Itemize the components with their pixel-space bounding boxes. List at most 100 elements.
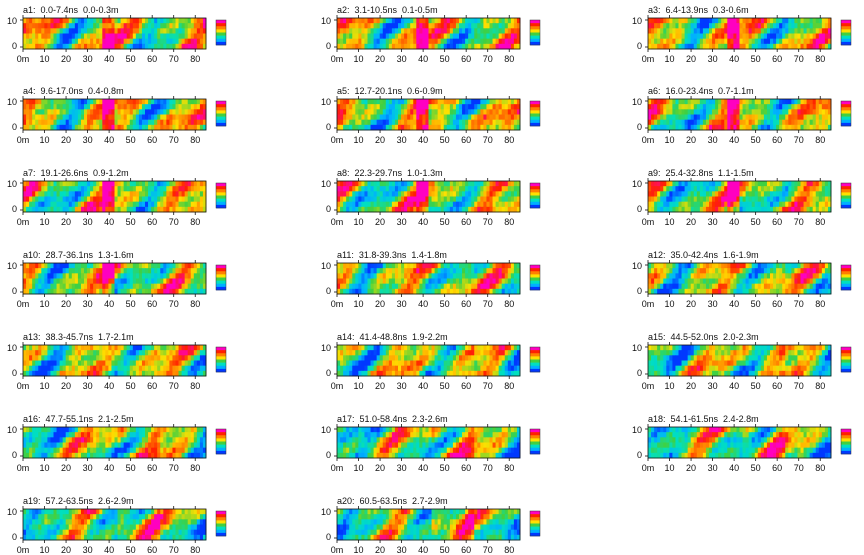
heatmap-cell bbox=[824, 119, 829, 126]
heatmap-cell bbox=[154, 33, 158, 40]
heatmap-cell bbox=[440, 124, 445, 131]
heatmap-cell bbox=[367, 28, 371, 34]
heatmap-cell bbox=[465, 99, 469, 105]
heatmap-cell bbox=[44, 119, 48, 126]
plot-frame bbox=[336, 180, 521, 213]
heatmap-cell bbox=[663, 18, 667, 24]
heatmap-cell bbox=[507, 28, 512, 34]
heatmap-cell bbox=[62, 350, 67, 356]
heatmap-cell bbox=[163, 345, 167, 351]
heatmap-cell bbox=[455, 119, 460, 126]
heatmap-cell bbox=[68, 33, 73, 40]
heatmap-cell bbox=[410, 109, 414, 115]
heatmap-cell bbox=[648, 28, 652, 34]
heatmap-cell bbox=[59, 38, 64, 45]
heatmap-cell bbox=[684, 273, 689, 279]
heatmap-cell bbox=[507, 186, 512, 192]
heatmap-cell bbox=[196, 263, 201, 269]
heatmap-cell bbox=[132, 201, 137, 208]
heatmap-cell bbox=[382, 283, 387, 290]
heatmap-cell bbox=[419, 288, 423, 295]
heatmap-cell bbox=[660, 28, 664, 34]
heatmap-cell bbox=[657, 43, 661, 50]
colorbar-swatch bbox=[530, 35, 540, 40]
heatmap-cell bbox=[129, 206, 134, 213]
heatmap-cell bbox=[181, 181, 186, 187]
heatmap-cell bbox=[721, 196, 725, 203]
heatmap-cell bbox=[199, 283, 204, 290]
heatmap-cell bbox=[507, 278, 512, 285]
heatmap-cell bbox=[742, 268, 746, 274]
heatmap-cell bbox=[501, 181, 506, 187]
heatmap-cell bbox=[93, 196, 97, 203]
heatmap-cell bbox=[513, 33, 518, 40]
heatmap-cell bbox=[672, 268, 676, 274]
heatmap-cell bbox=[370, 196, 374, 203]
heatmap-cell bbox=[364, 263, 368, 269]
heatmap-cell bbox=[812, 28, 817, 34]
colorbar-swatch bbox=[216, 110, 226, 114]
heatmap-cell bbox=[440, 23, 445, 29]
heatmap-cell bbox=[797, 268, 801, 274]
heatmap-cell bbox=[431, 99, 435, 105]
heatmap-cell bbox=[797, 99, 801, 105]
heatmap-cell bbox=[766, 23, 771, 29]
heatmap-cell bbox=[410, 288, 414, 295]
heatmap-cell bbox=[718, 206, 722, 213]
heatmap-cell bbox=[120, 99, 125, 105]
heatmap-cell bbox=[151, 104, 155, 110]
heatmap-cell bbox=[398, 288, 402, 295]
heatmap-cell bbox=[352, 283, 356, 290]
heatmap-cell bbox=[727, 206, 731, 213]
heatmap-cell bbox=[355, 206, 359, 213]
heatmap-cell bbox=[352, 196, 356, 203]
heatmap-cell bbox=[41, 23, 45, 29]
heatmap-cell bbox=[59, 345, 64, 351]
heatmap-cell bbox=[376, 99, 381, 105]
heatmap-cell bbox=[468, 273, 472, 279]
heatmap-cell bbox=[766, 124, 771, 131]
heatmap-cell bbox=[202, 181, 207, 187]
heatmap-cell bbox=[87, 263, 91, 269]
heatmap-cell bbox=[815, 18, 820, 24]
heatmap-cell bbox=[452, 109, 457, 115]
heatmap-cell bbox=[751, 191, 756, 197]
heatmap-cell bbox=[770, 99, 774, 105]
heatmap-cell bbox=[413, 206, 417, 213]
heatmap-cell bbox=[370, 119, 374, 126]
heatmap-cell bbox=[84, 186, 88, 192]
heatmap-cell bbox=[44, 18, 48, 24]
heatmap-cell bbox=[382, 263, 387, 269]
heatmap-cell bbox=[74, 206, 79, 213]
heatmap-cell bbox=[99, 288, 103, 295]
heatmap-cell bbox=[364, 186, 368, 192]
heatmap-cell bbox=[733, 181, 737, 187]
heatmap-cell bbox=[763, 283, 768, 290]
heatmap-cell bbox=[501, 196, 506, 203]
heatmap-cell bbox=[812, 283, 817, 290]
heatmap-cell bbox=[105, 273, 109, 279]
heatmap-cell bbox=[141, 268, 146, 274]
heatmap-cell bbox=[187, 186, 192, 192]
heatmap-cell bbox=[62, 38, 67, 45]
x-tick-label: 70 bbox=[794, 54, 804, 64]
heatmap-cell bbox=[151, 186, 155, 192]
heatmap-cell bbox=[419, 263, 423, 269]
heatmap-cell bbox=[172, 43, 176, 50]
heatmap-cell bbox=[763, 268, 768, 274]
heatmap-cell bbox=[126, 104, 131, 110]
heatmap-cell bbox=[794, 28, 798, 34]
heatmap-cell bbox=[175, 273, 179, 279]
heatmap-cell bbox=[431, 33, 435, 40]
heatmap-cell bbox=[654, 288, 658, 295]
heatmap-cell bbox=[684, 114, 689, 121]
heatmap-cell bbox=[449, 109, 454, 115]
heatmap-cell bbox=[50, 268, 54, 274]
heatmap-cell bbox=[486, 33, 490, 40]
heatmap-cell bbox=[495, 114, 500, 121]
heatmap-cell bbox=[678, 181, 682, 187]
heatmap-cell bbox=[401, 186, 405, 192]
heatmap-cell bbox=[407, 201, 411, 208]
heatmap-cell bbox=[77, 350, 82, 356]
heatmap-cell bbox=[157, 186, 161, 192]
